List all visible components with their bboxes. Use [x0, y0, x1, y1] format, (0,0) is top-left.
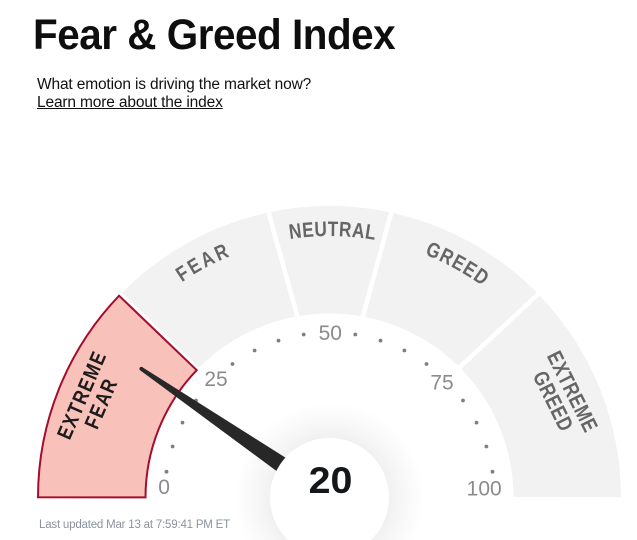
- svg-text:L: L: [364, 221, 378, 245]
- svg-text:20: 20: [309, 460, 353, 502]
- svg-text:R: R: [338, 219, 352, 243]
- svg-text:0: 0: [158, 476, 170, 499]
- svg-text:E: E: [301, 219, 314, 243]
- svg-text:25: 25: [204, 368, 227, 391]
- svg-text:100: 100: [467, 478, 502, 501]
- svg-text:T: T: [328, 218, 339, 241]
- svg-text:50: 50: [319, 322, 342, 345]
- svg-text:N: N: [288, 220, 303, 244]
- svg-text:A: A: [351, 219, 366, 243]
- svg-text:75: 75: [430, 371, 453, 394]
- svg-text:U: U: [314, 218, 327, 241]
